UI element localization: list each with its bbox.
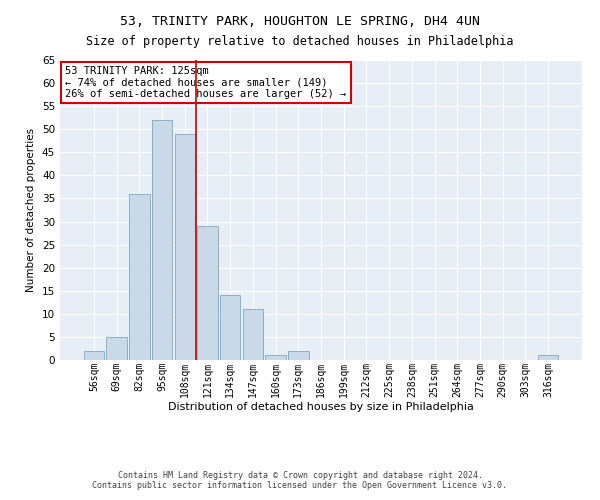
Text: Contains HM Land Registry data © Crown copyright and database right 2024.
Contai: Contains HM Land Registry data © Crown c… [92,470,508,490]
Y-axis label: Number of detached properties: Number of detached properties [26,128,37,292]
Text: 53, TRINITY PARK, HOUGHTON LE SPRING, DH4 4UN: 53, TRINITY PARK, HOUGHTON LE SPRING, DH… [120,15,480,28]
Bar [288,351,308,360]
Bar [197,226,218,360]
Bar [265,356,286,360]
Text: 53 TRINITY PARK: 125sqm
← 74% of detached houses are smaller (149)
26% of semi-d: 53 TRINITY PARK: 125sqm ← 74% of detache… [65,66,346,99]
Bar [242,309,263,360]
Text: Size of property relative to detached houses in Philadelphia: Size of property relative to detached ho… [86,35,514,48]
Bar [152,120,172,360]
Bar [129,194,149,360]
X-axis label: Distribution of detached houses by size in Philadelphia: Distribution of detached houses by size … [168,402,474,412]
Bar [220,296,241,360]
Bar [106,337,127,360]
Bar [538,356,558,360]
Bar [175,134,195,360]
Bar [84,351,104,360]
